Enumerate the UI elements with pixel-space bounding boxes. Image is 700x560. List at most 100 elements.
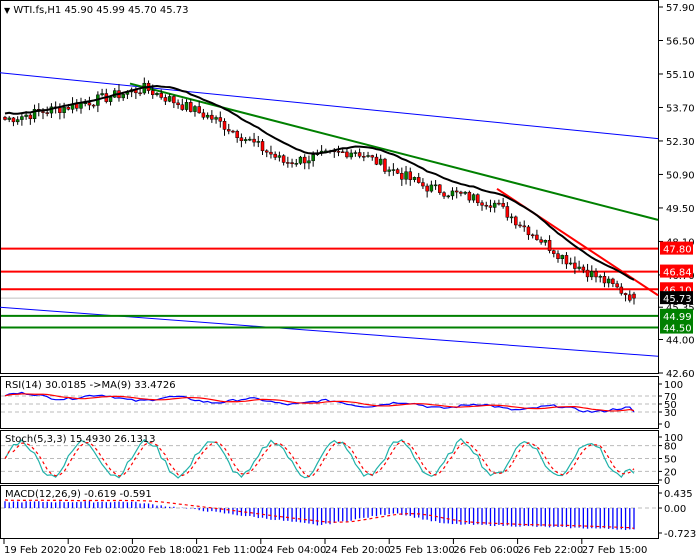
bear-candle [628,294,632,301]
current-price-tag-label: 45.73 [663,294,692,305]
bear-candle [421,182,425,187]
bear-candle [530,234,535,237]
bear-candle [454,190,459,193]
bear-candle [362,155,366,158]
level-price-tag-label: 44.99 [663,312,692,323]
rsi-label: RSI(14) 30.0185 ->MA(9) 33.4726 [5,380,176,391]
bull-candle [256,141,261,143]
bull-candle [20,116,24,120]
bear-candle [260,141,265,152]
stoch-label: Stoch(5,3,3) 15.4930 26.1313 [5,434,156,445]
bull-candle [294,163,299,165]
sub-tick-label: 0 [664,476,670,487]
bear-candle [425,185,429,192]
bull-candle [298,156,303,164]
rsi-pane[interactable] [0,376,659,429]
bear-candle [619,286,624,294]
bull-candle [311,154,315,162]
price-tick-label: 44.00 [666,336,695,347]
sub-tick-label: 70 [664,392,677,403]
bear-candle [273,153,277,158]
level-price-tag [660,320,693,334]
bear-candle [623,293,628,296]
bull-candle [32,109,37,120]
bull-candle [450,190,455,197]
bear-candle [269,151,273,155]
bear-candle [408,171,413,180]
bear-candle [151,90,155,96]
bear-candle [201,112,206,118]
sub-tick-label: 0.00 [664,504,686,515]
bear-candle [41,111,45,113]
bear-candle [87,102,92,106]
bear-candle [302,156,307,164]
symbol-header[interactable]: ▼ WTI.fs,H1 45.90 45.99 45.70 45.73 [4,5,189,16]
time-tick-label: 24 Feb 04:00 [261,545,327,556]
bull-candle [62,107,66,113]
bear-candle [442,192,446,197]
bear-candle [585,269,590,278]
bull-candle [446,195,451,198]
sub-tick-label: 50 [664,400,677,411]
bear-candle [281,155,286,163]
level-price-tag-label: 44.50 [663,324,692,335]
level-price-tag [660,241,693,255]
bear-candle [383,158,387,172]
bear-candle [480,202,484,206]
price-tick-label: 53.70 [666,103,695,114]
macd-signal-line [4,499,635,530]
bear-candle [501,203,505,207]
bear-candle [416,177,421,183]
bear-candle [438,184,442,193]
sub-tick-label: 30 [664,408,677,419]
bear-candle [535,234,539,240]
bear-candle [526,226,531,236]
bear-candle [210,114,214,120]
bear-candle [172,96,176,104]
bear-candle [28,114,33,120]
bull-candle [404,171,408,180]
sub-tick-label: 0.435 [664,489,693,500]
time-tick-label: 20 Feb 18:00 [132,545,198,556]
bull-candle [412,177,417,180]
dropdown-triangle-icon[interactable]: ▼ [4,6,11,15]
bear-candle [340,151,345,153]
bear-candle [547,240,552,251]
bear-candle [488,205,493,208]
bear-candle [522,225,526,228]
time-tick-label: 26 Feb 06:00 [453,545,519,556]
bear-candle [573,262,577,269]
bull-candle [433,184,438,187]
rsi-plot [1,391,658,413]
bear-candle [374,156,379,165]
bull-candle [7,117,11,120]
bear-candle [176,102,180,106]
bear-candle [286,162,290,164]
bull-candle [121,94,125,99]
bear-candle [163,97,168,102]
bear-candle [197,106,201,114]
bull-candle [543,240,548,243]
price-tick-label: 49.50 [666,204,695,215]
bull-candle [598,276,602,278]
price-plot [0,72,659,357]
bull-candle [509,216,514,219]
bull-candle [471,194,476,201]
price-tick-label: 50.90 [666,170,695,181]
current-price-tag [660,291,693,305]
sub-tick-label: 80 [664,442,677,453]
bull-candle [243,139,248,142]
bull-candle [155,93,159,96]
bull-candle [248,138,252,141]
time-tick-label: 24 Feb 20:00 [325,545,391,556]
bull-candle [463,191,467,194]
bear-candle [290,162,294,164]
bear-candle [235,130,239,138]
main-price-pane[interactable] [0,0,659,374]
bull-candle [387,169,391,172]
level-price-tag-label: 46.10 [663,285,692,296]
bear-candle [264,150,269,153]
bear-candle [602,276,607,284]
bull-candle [366,155,370,157]
